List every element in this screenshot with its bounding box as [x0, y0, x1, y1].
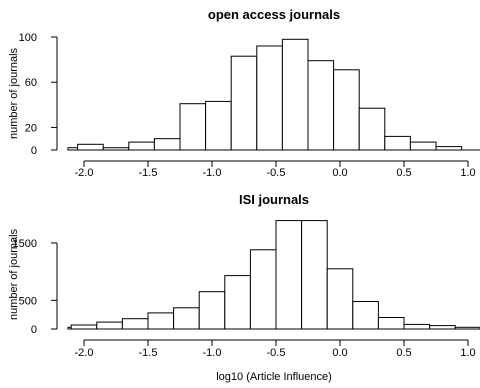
open-access-histogram: open access journals -2.0 -1.5 -1.0 -0.5 0.0 0… — [8, 7, 480, 179]
histogram-bar — [403, 323, 431, 330]
histogram-bar — [224, 275, 251, 330]
histogram-bar — [121, 318, 149, 330]
y-tick-label: 100 — [19, 32, 37, 44]
x-tick-label: -2.0 — [75, 167, 94, 179]
histogram-bar — [333, 69, 360, 151]
isi-histogram: ISI journals -2.0 -1.5 -1.0 -0.5 0.0 0.5 1.0 0 50… — [8, 192, 480, 383]
histogram-bar — [147, 312, 175, 330]
x-tick-label: -0.5 — [267, 167, 286, 179]
x-tick-label: -1.0 — [203, 167, 222, 179]
histogram-bar — [352, 301, 379, 330]
histogram-bar — [435, 146, 463, 151]
x-tick-label: 1.0 — [460, 167, 475, 179]
y-tick-label: 1500 — [13, 238, 37, 250]
x-tick-label: 0.5 — [396, 167, 411, 179]
x-tick-label: -2.0 — [75, 347, 94, 359]
histogram-bar — [205, 100, 232, 151]
histogram-bar — [281, 38, 309, 151]
histogram-bar — [96, 321, 123, 330]
histogram-bar — [275, 220, 303, 330]
chart-title: ISI journals — [239, 192, 309, 207]
y-tick-label: 20 — [25, 122, 37, 134]
y-axis-label: number of journals — [8, 228, 20, 320]
histogram-bar — [70, 324, 98, 330]
histogram-bar — [153, 138, 181, 151]
histogram-bar — [128, 141, 155, 151]
histogram-bar — [249, 249, 277, 330]
y-tick-label: 60 — [25, 77, 37, 89]
x-tick-label: -1.5 — [139, 167, 158, 179]
x-tick-label: -0.5 — [267, 347, 286, 359]
x-tick-label: 0.5 — [396, 347, 411, 359]
histogram-bar — [198, 291, 226, 330]
histogram-bar — [179, 103, 207, 151]
x-tick-label: 1.0 — [460, 347, 475, 359]
histogram-bar — [429, 325, 456, 330]
histogram-bar — [307, 60, 335, 151]
histogram-bar — [301, 220, 328, 330]
y-tick-label: 500 — [19, 295, 37, 307]
y-axis-label: number of journals — [8, 47, 20, 139]
histogram-bar — [256, 45, 283, 151]
histogram-bar — [377, 317, 405, 330]
x-tick-label: -1.0 — [203, 347, 222, 359]
chart-title: open access journals — [208, 7, 340, 22]
histogram-bar — [173, 307, 200, 330]
histogram-bar — [384, 135, 411, 151]
y-tick-label: 0 — [31, 145, 37, 157]
x-tick-label: 0.0 — [332, 347, 347, 359]
histogram-bar — [358, 107, 386, 151]
y-tick-label: 0 — [31, 324, 37, 336]
histogram-bar — [77, 143, 104, 151]
x-axis-label: log10 (Article Influence) — [216, 371, 332, 383]
x-tick-label: -1.5 — [139, 347, 158, 359]
x-tick-label: 0.0 — [332, 167, 347, 179]
histogram-bar — [230, 55, 258, 151]
histogram-bar — [326, 268, 354, 330]
histogram-bar — [409, 141, 437, 151]
